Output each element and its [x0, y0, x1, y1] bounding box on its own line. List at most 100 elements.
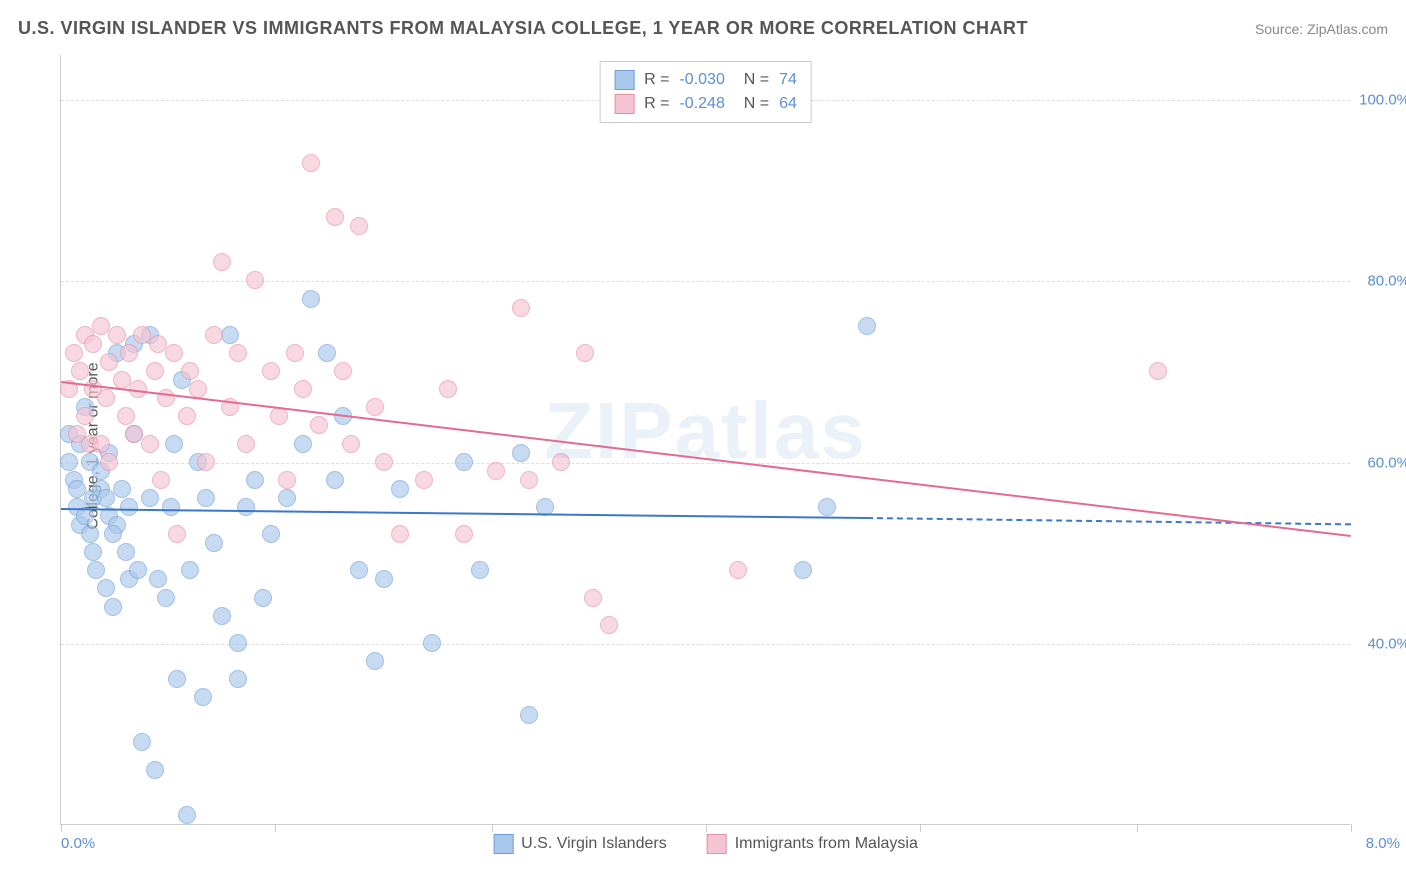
series-legend: U.S. Virgin Islanders Immigrants from Mal…	[493, 834, 918, 854]
legend-label: Immigrants from Malaysia	[735, 835, 918, 853]
scatter-point	[366, 398, 384, 416]
scatter-point	[76, 407, 94, 425]
y-tick-label: 100.0%	[1359, 92, 1406, 109]
legend-swatch	[614, 94, 634, 114]
legend-r-value: -0.030	[679, 71, 724, 89]
scatter-point	[113, 480, 131, 498]
scatter-point	[68, 480, 86, 498]
scatter-point	[152, 471, 170, 489]
trend-line	[61, 381, 1351, 537]
scatter-point	[165, 344, 183, 362]
scatter-point	[334, 362, 352, 380]
x-max-label: 8.0%	[1366, 835, 1400, 852]
scatter-point	[84, 335, 102, 353]
legend-r-label: R =	[644, 71, 669, 89]
scatter-point	[146, 362, 164, 380]
scatter-point	[120, 498, 138, 516]
x-tick	[61, 824, 62, 832]
legend-n-label: N =	[735, 95, 769, 113]
scatter-point	[71, 362, 89, 380]
x-tick	[706, 824, 707, 832]
scatter-point	[133, 733, 151, 751]
scatter-point	[141, 489, 159, 507]
x-tick	[1351, 824, 1352, 832]
scatter-point	[178, 806, 196, 824]
correlation-legend: R = -0.030 N = 74 R = -0.248 N = 64	[599, 61, 812, 123]
legend-label: U.S. Virgin Islanders	[521, 835, 667, 853]
gridline	[61, 644, 1350, 645]
x-tick	[492, 824, 493, 832]
scatter-point	[1149, 362, 1167, 380]
scatter-point	[423, 634, 441, 652]
scatter-point	[141, 435, 159, 453]
scatter-point	[350, 217, 368, 235]
scatter-point	[100, 353, 118, 371]
scatter-point	[520, 706, 538, 724]
legend-row: R = -0.248 N = 64	[614, 92, 797, 116]
x-tick	[920, 824, 921, 832]
scatter-point	[262, 525, 280, 543]
scatter-point	[455, 525, 473, 543]
chart-header: U.S. VIRGIN ISLANDER VS IMMIGRANTS FROM …	[18, 18, 1388, 39]
scatter-point	[294, 380, 312, 398]
scatter-point	[455, 453, 473, 471]
scatter-point	[375, 570, 393, 588]
scatter-point	[415, 471, 433, 489]
legend-r-label: R =	[644, 95, 669, 113]
scatter-point	[391, 480, 409, 498]
scatter-point	[205, 534, 223, 552]
legend-r-value: -0.248	[679, 95, 724, 113]
scatter-point	[439, 380, 457, 398]
trend-line	[61, 508, 867, 519]
scatter-point	[262, 362, 280, 380]
scatter-point	[512, 299, 530, 317]
scatter-point	[117, 543, 135, 561]
scatter-point	[120, 344, 138, 362]
scatter-point	[318, 344, 336, 362]
scatter-point	[84, 543, 102, 561]
scatter-point	[229, 634, 247, 652]
scatter-point	[552, 453, 570, 471]
scatter-point	[270, 407, 288, 425]
y-tick-label: 60.0%	[1367, 454, 1406, 471]
scatter-point	[213, 253, 231, 271]
legend-swatch	[707, 834, 727, 854]
scatter-point	[81, 525, 99, 543]
scatter-point	[310, 416, 328, 434]
scatter-point	[181, 561, 199, 579]
scatter-point	[165, 435, 183, 453]
legend-n-value: 64	[779, 95, 797, 113]
scatter-point	[229, 344, 247, 362]
scatter-point	[471, 561, 489, 579]
scatter-point	[197, 489, 215, 507]
scatter-point	[366, 652, 384, 670]
x-min-label: 0.0%	[61, 835, 95, 852]
scatter-point	[146, 761, 164, 779]
scatter-point	[326, 208, 344, 226]
scatter-point	[584, 589, 602, 607]
scatter-point	[600, 616, 618, 634]
scatter-point	[350, 561, 368, 579]
scatter-point	[129, 561, 147, 579]
y-tick-label: 80.0%	[1367, 273, 1406, 290]
scatter-point	[100, 453, 118, 471]
x-tick	[1137, 824, 1138, 832]
scatter-point	[87, 561, 105, 579]
scatter-point	[189, 380, 207, 398]
scatter-point	[157, 589, 175, 607]
scatter-point	[391, 525, 409, 543]
chart-title: U.S. VIRGIN ISLANDER VS IMMIGRANTS FROM …	[18, 18, 1028, 39]
scatter-point	[818, 498, 836, 516]
scatter-point	[237, 498, 255, 516]
scatter-point	[149, 335, 167, 353]
legend-n-value: 74	[779, 71, 797, 89]
scatter-point	[113, 371, 131, 389]
scatter-point	[278, 471, 296, 489]
legend-item: U.S. Virgin Islanders	[493, 834, 667, 854]
scatter-point	[104, 525, 122, 543]
scatter-point	[117, 407, 135, 425]
scatter-point	[194, 688, 212, 706]
legend-item: Immigrants from Malaysia	[707, 834, 918, 854]
scatter-point	[294, 435, 312, 453]
scatter-point	[65, 344, 83, 362]
